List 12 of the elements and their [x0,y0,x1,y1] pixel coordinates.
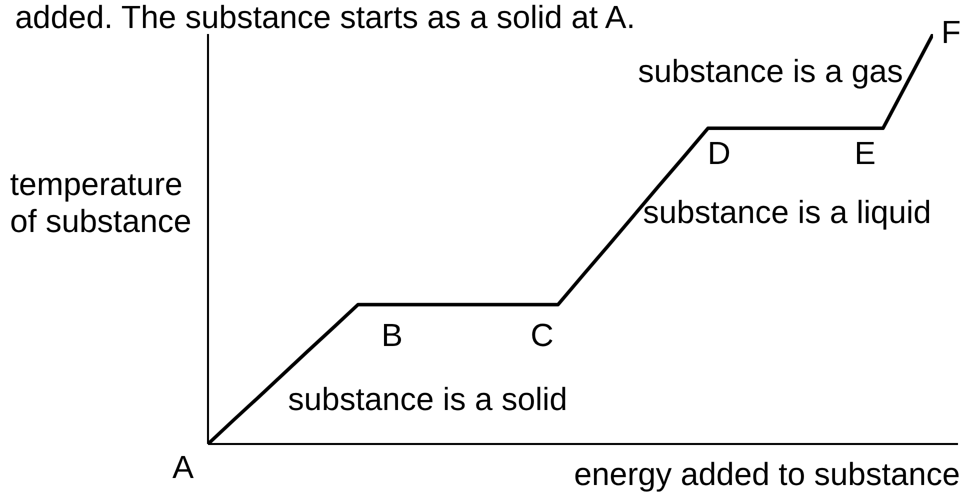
annotation: C [530,317,554,353]
annotation: substance is a liquid [643,194,932,230]
y-axis-title: temperature of substance [10,166,192,240]
annotation: B [381,317,403,353]
annotation: E [854,135,876,171]
chart-title: added. The substance starts as a solid at A. [15,0,636,35]
x-axis-title: energy added to substance [574,456,960,492]
annotation: D [707,135,731,171]
annotation: F [941,14,961,50]
annotation: substance is a gas [638,53,904,89]
text: A [172,449,194,485]
annotation: substance is a solid [288,381,568,417]
